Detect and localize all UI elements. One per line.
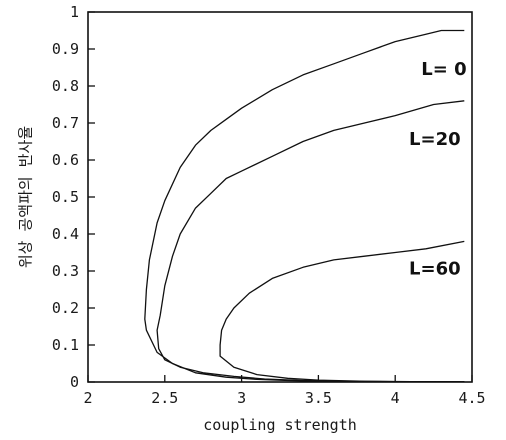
series-lines — [144, 29, 465, 383]
series-label: L=60 — [409, 259, 461, 280]
x-axis-ticks: 2 2.5 3 3.5 4 4.5 — [83, 375, 486, 407]
y-tick-label: 0.3 — [52, 262, 79, 280]
series-line — [219, 240, 465, 383]
x-tick-label: 3 — [237, 389, 246, 407]
series-labels: L= 0 L=20 L=60 — [409, 59, 467, 280]
y-tick-label: 0.4 — [52, 225, 79, 243]
x-tick-label: 4 — [391, 389, 400, 407]
y-axis-title: 위상 공액파의 반사율 — [17, 126, 35, 268]
y-tick-label: 0.5 — [52, 188, 79, 206]
y-tick-label: 0.2 — [52, 299, 79, 317]
x-tick-label: 2 — [83, 389, 92, 407]
y-tick-label: 0.9 — [52, 40, 79, 58]
y-tick-label: 1 — [70, 3, 79, 21]
y-tick-label: 0.7 — [52, 114, 79, 132]
x-tick-label: 4.5 — [458, 389, 485, 407]
series-label: L= 0 — [421, 59, 466, 80]
x-axis-title: coupling strength — [203, 416, 357, 434]
y-axis-ticks: 0 0.1 0.2 0.3 0.4 0.5 0.6 0.7 0.8 0.9 1 — [52, 3, 95, 391]
y-tick-label: 0.1 — [52, 336, 79, 354]
series-label: L=20 — [409, 129, 461, 150]
x-tick-label: 3.5 — [305, 389, 332, 407]
y-tick-label: 0 — [70, 373, 79, 391]
series-line — [156, 100, 465, 383]
y-tick-label: 0.6 — [52, 151, 79, 169]
x-tick-label: 2.5 — [151, 389, 178, 407]
series-line — [144, 29, 465, 383]
y-tick-label: 0.8 — [52, 77, 79, 95]
